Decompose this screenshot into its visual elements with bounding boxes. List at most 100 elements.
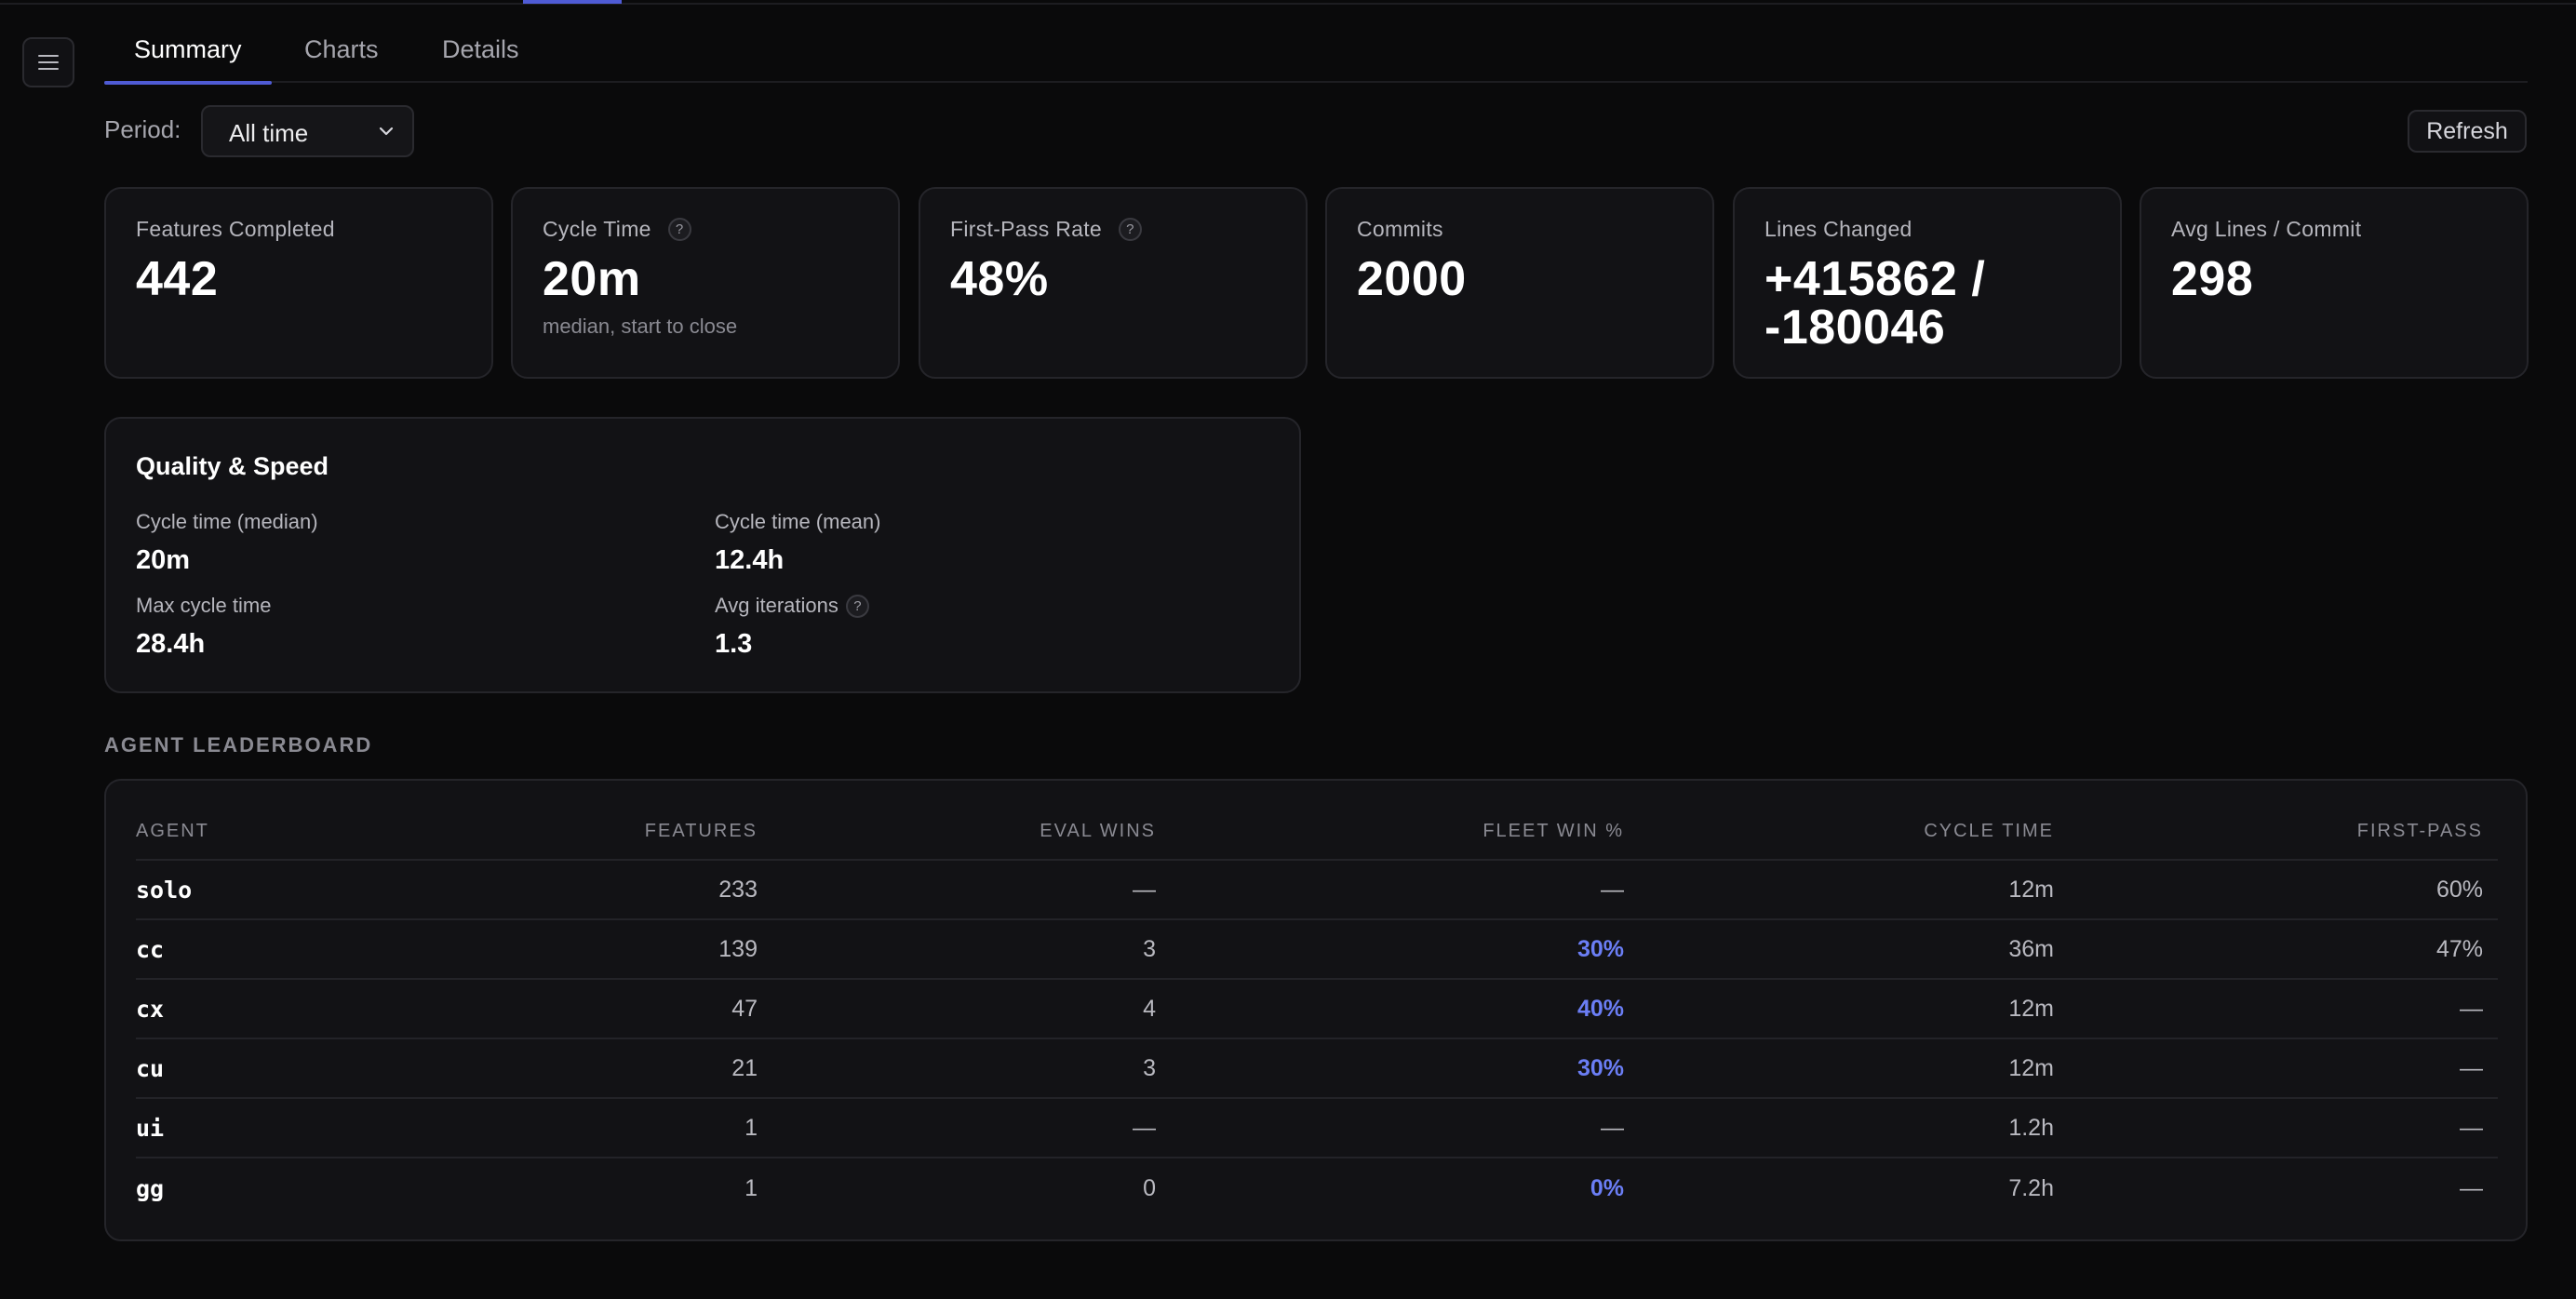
column-header-first-pass: FIRST-PASS xyxy=(2356,820,2483,841)
quality-speed-panel: Quality & Speed Cycle time (median) 20m Cy… xyxy=(104,417,1301,693)
stat-card: Features Completed 442 xyxy=(104,187,493,379)
table-header-row: AGENT FEATURES EVAL WINS FLEET WIN % CYCLE T… xyxy=(136,803,2498,861)
quality-metric: Cycle time (median) 20m xyxy=(136,510,318,576)
cell-features: 233 xyxy=(718,876,758,903)
column-header-features: FEATURES xyxy=(644,820,758,841)
stat-card-label: First-Pass Rate xyxy=(950,217,1102,241)
stat-card: Cycle Time? 20m median, start to close xyxy=(511,187,900,379)
cell-fleet-win: 30% xyxy=(1576,1054,1624,1081)
stat-card: Avg Lines / Commit 298 xyxy=(2140,187,2529,379)
cell-first-pass: — xyxy=(2460,1174,2483,1201)
stat-card-subtext: median, start to close xyxy=(543,315,738,338)
cell-features: 21 xyxy=(731,1054,758,1081)
cell-first-pass: — xyxy=(2460,1114,2483,1141)
cell-cycle-time: 7.2h xyxy=(2008,1174,2054,1201)
quality-metric-label: Cycle time (median) xyxy=(136,510,318,533)
cell-fleet-win: 30% xyxy=(1576,935,1624,962)
cell-eval-wins: 0 xyxy=(1143,1174,1156,1201)
tab-details[interactable]: Details xyxy=(442,35,519,63)
column-header-eval-wins: EVAL WINS xyxy=(1040,820,1156,841)
period-label: Period: xyxy=(104,115,181,143)
quality-metric: Max cycle time 28.4h xyxy=(136,594,271,660)
quality-metric-label: Max cycle time xyxy=(136,594,272,617)
leaderboard-table: AGENT FEATURES EVAL WINS FLEET WIN % CYCLE T… xyxy=(136,803,2498,1218)
cell-eval-wins: 3 xyxy=(1143,1054,1156,1081)
cell-cycle-time: 12m xyxy=(2008,876,2054,903)
leaderboard-heading: AGENT LEADERBOARD xyxy=(104,733,373,757)
cell-agent: cu xyxy=(136,1054,165,1082)
top-accent-bar xyxy=(523,0,622,4)
table-row: cc 139 3 30% 36m 47% xyxy=(136,920,2498,980)
stat-card: Lines Changed +415862 / -180046 xyxy=(1733,187,2122,379)
column-header-cycle-time: CYCLE TIME xyxy=(1924,820,2054,841)
cell-cycle-time: 1.2h xyxy=(2008,1114,2054,1141)
cell-first-pass: — xyxy=(2460,995,2483,1022)
stat-card-value: 298 xyxy=(2171,252,2254,306)
refresh-button[interactable]: Refresh xyxy=(2408,110,2527,153)
table-row: gg 1 0 0% 7.2h — xyxy=(136,1158,2498,1218)
cell-cycle-time: 36m xyxy=(2008,935,2054,962)
table-row: cx 47 4 40% 12m — xyxy=(136,980,2498,1039)
stat-card-label: Features Completed xyxy=(136,217,335,241)
stat-card-label: Avg Lines / Commit xyxy=(2171,217,2362,241)
help-icon[interactable]: ? xyxy=(1118,218,1142,241)
cell-fleet-win: — xyxy=(1601,876,1624,903)
period-select[interactable]: All time xyxy=(201,105,414,157)
table-row: solo 233 — — 12m 60% xyxy=(136,861,2498,920)
quality-metric: Cycle time (mean) 12.4h xyxy=(715,510,880,576)
cell-features: 139 xyxy=(718,935,758,962)
quality-metric-value: 28.4h xyxy=(136,629,206,659)
table-row: cu 21 3 30% 12m — xyxy=(136,1039,2498,1099)
cell-fleet-win: — xyxy=(1601,1114,1624,1141)
menu-button[interactable] xyxy=(22,37,74,87)
stat-card-value: 2000 xyxy=(1357,252,1467,306)
tab-summary[interactable]: Summary xyxy=(104,33,272,85)
quality-metric-value: 12.4h xyxy=(715,545,785,575)
cell-agent: gg xyxy=(136,1174,165,1202)
quality-metric-label: Cycle time (mean) xyxy=(715,510,881,533)
cell-cycle-time: 12m xyxy=(2008,1054,2054,1081)
quality-speed-title: Quality & Speed xyxy=(136,452,329,480)
stat-card-value: 442 xyxy=(136,252,219,306)
cell-features: 47 xyxy=(731,995,758,1022)
cell-features: 1 xyxy=(745,1114,758,1141)
cell-agent: cc xyxy=(136,935,165,963)
cell-features: 1 xyxy=(745,1174,758,1201)
quality-metric: Avg iterations? 1.3 xyxy=(715,594,869,660)
tab-charts[interactable]: Charts xyxy=(304,35,379,63)
table-row: ui 1 — — 1.2h — xyxy=(136,1099,2498,1158)
column-header-agent: AGENT xyxy=(136,820,209,841)
quality-metric-label: Avg iterations xyxy=(715,594,839,617)
cell-eval-wins: 3 xyxy=(1143,935,1156,962)
cell-eval-wins: 4 xyxy=(1143,995,1156,1022)
stat-card-value: 48% xyxy=(950,252,1049,306)
quality-metric-value: 1.3 xyxy=(715,629,753,659)
stat-card-label: Commits xyxy=(1357,217,1443,241)
quality-metric-value: 20m xyxy=(136,545,191,575)
help-icon[interactable]: ? xyxy=(667,218,691,241)
period-selected-value: All time xyxy=(229,119,309,147)
top-progress-line xyxy=(0,0,2576,5)
stat-card-label: Lines Changed xyxy=(1764,217,1912,241)
stat-card: Commits 2000 xyxy=(1325,187,1714,379)
leaderboard-panel: AGENT FEATURES EVAL WINS FLEET WIN % CYCLE T… xyxy=(104,779,2528,1241)
stat-card-label: Cycle Time xyxy=(543,217,651,241)
cell-fleet-win: 0% xyxy=(1590,1174,1624,1201)
cell-agent: cx xyxy=(136,995,165,1023)
cell-fleet-win: 40% xyxy=(1576,995,1624,1022)
hamburger-icon xyxy=(38,55,59,70)
cell-agent: solo xyxy=(136,876,193,904)
stat-card-value: +415862 / -180046 xyxy=(1764,252,1986,355)
column-header-fleet-win: FLEET WIN % xyxy=(1483,820,1624,841)
help-icon[interactable]: ? xyxy=(845,594,869,618)
cell-cycle-time: 12m xyxy=(2008,995,2054,1022)
cell-first-pass: 60% xyxy=(2435,876,2483,903)
cell-eval-wins: — xyxy=(1133,876,1156,903)
cell-first-pass: — xyxy=(2460,1054,2483,1081)
cell-eval-wins: — xyxy=(1133,1114,1156,1141)
stat-card: First-Pass Rate? 48% xyxy=(919,187,1308,379)
stat-card-value: 20m xyxy=(543,252,641,306)
cell-agent: ui xyxy=(136,1114,165,1142)
cell-first-pass: 47% xyxy=(2435,935,2483,962)
tab-bar: Summary Charts Details xyxy=(104,0,2528,85)
